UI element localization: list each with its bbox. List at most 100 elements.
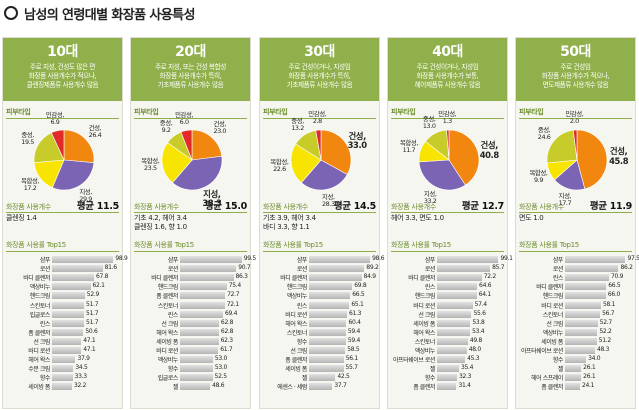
bar-value: 61.3 [349, 309, 362, 317]
bar-track: 97.5 [565, 255, 639, 264]
pie-label-name: 지성, [203, 188, 221, 199]
usage-count-label: 화장품 사용개수 [6, 203, 51, 211]
pie-slice-민감성 [50, 129, 65, 161]
pie-label-value: 22.6 [273, 165, 286, 174]
bar-track: 32.2 [52, 382, 119, 391]
column-description-line: 면도제품류 사용개수 많음 [542, 81, 609, 89]
bar-track: 59.4 [309, 328, 376, 336]
bar [437, 274, 482, 282]
bar-label: 샴푸 [167, 257, 179, 265]
bar-label: 폼 클렌저 [413, 384, 435, 392]
pie-slice-지성 [300, 159, 348, 191]
bar-label: 헤어 왁스 [28, 357, 50, 365]
bar-label: 수분 크림 [28, 366, 50, 374]
bar [180, 374, 213, 382]
bar-label: 선 크림 [418, 311, 435, 319]
bar-label: 젤 [172, 384, 179, 392]
bar-value: 51.7 [86, 309, 99, 317]
bar-track: 42.5 [309, 373, 376, 382]
pie-label-value: 9.2 [161, 125, 171, 134]
bar-label: 로션 [296, 266, 308, 274]
bar-label: 바디 로션 [156, 347, 178, 355]
bar [565, 328, 598, 336]
bar-value: 52.9 [86, 291, 99, 299]
bar-value: 57.4 [474, 300, 487, 308]
pie-label-value: 19.5 [21, 138, 34, 146]
usage-count-label: 화장품 사용개수 [391, 203, 436, 211]
pie-label-건성: 건성, 26.4 [81, 123, 109, 139]
pie-chart-svg [418, 129, 480, 191]
bar [565, 274, 609, 282]
bar-value: 69.8 [354, 282, 367, 290]
usage-count-detail-line: 클렌징 1.6, 향 1.0 [134, 223, 187, 231]
age-column-50대: 50대 주로 건성임 화장품 사용개수가 적으나, 면도제품류 사용개수 많음 피부타입… [515, 37, 639, 409]
age-group-title: 10대 [47, 44, 78, 60]
top15-label: 화장품 사용률 Top15 [263, 240, 376, 252]
bar [52, 292, 85, 300]
skin-type-label: 피부타입 [519, 107, 632, 119]
bar-value: 75.4 [228, 282, 241, 290]
age-column-20대: 20대 주로 지성, 또는 건성 복합성 화장품 사용개수가 특히, 기초제품류 사용… [130, 37, 256, 409]
bar-label: 샴푸 [552, 257, 564, 265]
bar [52, 319, 85, 327]
bar [565, 283, 607, 291]
bar-value: 98.9 [115, 255, 128, 263]
column-description-line: 주로 지성, 건성도 많은 편 [29, 63, 96, 71]
bar-value: 47.1 [83, 345, 96, 353]
bar [52, 383, 72, 391]
bar-label: 세이빙 폼 [156, 338, 178, 346]
bar-row: 폼 클렌저 56.1 [263, 355, 376, 364]
bar-label: 로션 [167, 266, 179, 274]
bar-value: 69.4 [225, 309, 238, 317]
bar-row: 린스 64.6 [391, 282, 504, 291]
bar-row: 선 크림 58.5 [263, 346, 376, 355]
pie-label-건성: 건성, 45.8 [605, 147, 633, 166]
bar-value: 81.6 [104, 264, 117, 272]
bar-track: 52.2 [565, 328, 632, 336]
column-description-line: 화장품 사용개수가 보통, [416, 72, 479, 80]
usage-count-label: 화장품 사용개수 [519, 203, 564, 211]
bar-label: 향수 [39, 375, 51, 383]
usage-count-row: 화장품 사용개수 평균 12.7 [391, 201, 504, 213]
bar-row: 립글로스 52.5 [134, 373, 247, 382]
age-group-title: 40대 [432, 44, 463, 60]
bar-label: 폼 클렌저 [156, 293, 178, 301]
bar [437, 319, 471, 327]
bar-track: 55.6 [437, 310, 504, 318]
bar-track: 57.4 [437, 300, 504, 309]
bar-value: 58.1 [603, 300, 616, 308]
bar-row: 젤 26.1 [519, 364, 632, 373]
bar-row: 향수 33.3 [6, 373, 119, 382]
pie-label-name: 건성, [88, 123, 102, 132]
pie-label-건성: 건성, 40.8 [475, 141, 503, 160]
column-description-line: 주로 지성, 또는 건성 복합성 [155, 63, 226, 71]
bar [309, 319, 347, 327]
pie-slice-민감성 [446, 129, 450, 161]
top15-label: 화장품 사용률 Top15 [6, 240, 119, 252]
bar-label: 아프터쉐이브 로션 [392, 357, 435, 365]
bar-row: 액상비누 62.1 [6, 282, 119, 291]
pie-label-name: 민감성, [45, 111, 64, 119]
bar-value: 33.3 [74, 373, 87, 381]
bar-row: 아프터쉐이브 로션 48.3 [519, 346, 632, 355]
pie-label-name: 복합성, [141, 157, 160, 166]
usage-count-average: 평균 12.7 [461, 201, 504, 212]
pie-label-name: 건성, [348, 130, 366, 141]
bar-label: 바디 로션 [541, 302, 563, 310]
bar-track: 34.0 [565, 355, 632, 364]
usage-count-average: 평균 11.5 [76, 201, 119, 212]
pie-label-name: 복합성, [529, 168, 548, 177]
pie-label-value: 40.8 [479, 149, 499, 160]
bar-value: 48.0 [468, 345, 481, 353]
bar-track: 72.1 [180, 301, 247, 309]
bar-track: 35.4 [437, 364, 504, 373]
top15-bar-chart: 샴푸 97.5 로션 86.2 린스 70.9 바디 클렌저 66.5 핸드크림 66.0 바디 로… [519, 255, 639, 391]
bar-label: 폼 클렌저 [285, 357, 307, 365]
top15-bar-chart: 샴푸 99.5 로션 90.7 바디 클렌저 86.3 핸드크림 75.4 폼 클렌저 72.7 스… [134, 255, 256, 391]
bar-row: 스킨토너 49.8 [391, 337, 504, 346]
bar [180, 301, 225, 309]
bar-value: 86.2 [620, 264, 633, 272]
pie-label-중성: 중성, 24.6 [530, 126, 558, 141]
bar-row: 젤 48.6 [134, 382, 247, 391]
bar-label: 샴푸 [39, 257, 51, 265]
